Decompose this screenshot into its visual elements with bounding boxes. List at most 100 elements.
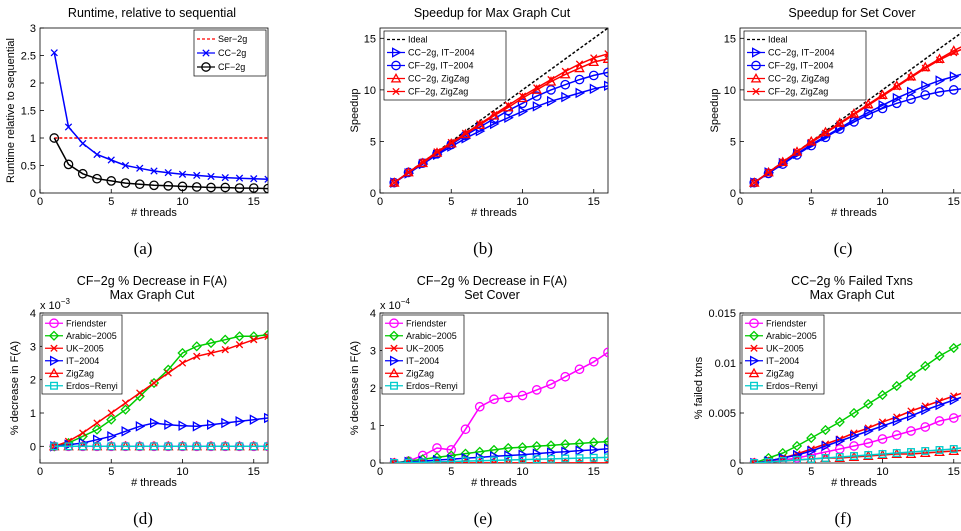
data-point <box>934 350 945 362</box>
y-tick-label: 1 <box>30 408 36 420</box>
x-tick-label: 5 <box>448 466 454 478</box>
data-point <box>248 183 259 193</box>
legend-swatch-marker <box>750 381 758 390</box>
data-point <box>250 175 258 183</box>
legend-label: CF−2g <box>218 62 245 72</box>
y-tick-label: 0.015 <box>708 308 736 320</box>
data-point <box>750 179 758 187</box>
legend: Friendster Arabic−2005 UK−2005 IT−2004 ZigZa… <box>741 314 825 395</box>
legend-swatch-marker <box>748 367 760 378</box>
data-point <box>404 458 413 463</box>
data-point <box>220 334 231 345</box>
series-line <box>393 53 608 184</box>
data-point <box>388 177 400 187</box>
legend-label: CC−2g, ZigZag <box>408 74 469 84</box>
x-tick-label: 10 <box>176 196 188 208</box>
data-point <box>547 75 555 84</box>
data-point <box>390 459 399 463</box>
x-axis-label: # threads <box>831 477 877 489</box>
data-point <box>178 442 187 451</box>
data-point <box>877 103 888 114</box>
data-point <box>574 62 585 73</box>
data-point <box>121 399 130 407</box>
data-point <box>604 457 608 463</box>
data-point <box>836 120 844 128</box>
data-point <box>177 347 188 359</box>
data-point <box>763 166 774 177</box>
data-point <box>561 91 571 103</box>
data-point <box>490 110 498 119</box>
data-point <box>532 455 541 463</box>
data-point <box>849 116 859 127</box>
data-point <box>920 422 931 432</box>
data-point <box>589 444 600 456</box>
plot-area <box>389 347 608 463</box>
series-line <box>753 73 961 184</box>
legend: Ser−2g CC−2g CF−2g <box>193 29 267 77</box>
data-point <box>877 389 888 401</box>
data-point <box>121 161 130 170</box>
data-point <box>504 112 514 124</box>
data-point <box>574 364 585 375</box>
data-point <box>207 442 215 451</box>
data-point <box>107 431 117 442</box>
data-point <box>949 445 958 453</box>
data-point <box>864 425 874 437</box>
data-point <box>892 92 903 104</box>
data-point <box>206 182 216 193</box>
y-exponent-label: x 10−3 <box>40 297 70 312</box>
data-point <box>764 458 773 463</box>
y-exponent-power: −3 <box>61 297 71 306</box>
data-point <box>807 138 815 147</box>
data-point <box>821 454 830 462</box>
chart-subtitle: Max Graph Cut <box>110 288 195 302</box>
data-point <box>93 150 101 159</box>
data-point <box>750 177 760 188</box>
y-tick-label: 15 <box>724 33 736 45</box>
y-tick-label: 0.005 <box>708 408 736 420</box>
data-point <box>431 147 443 157</box>
data-point <box>531 91 542 101</box>
data-point <box>164 168 172 177</box>
legend-label: Arabic−2005 <box>766 331 817 341</box>
data-point <box>135 421 146 432</box>
y-tick-label: 4 <box>30 308 36 320</box>
data-point <box>864 451 873 459</box>
data-point <box>178 170 187 178</box>
data-point <box>504 101 512 110</box>
data-point <box>107 156 115 164</box>
x-tick-label: 15 <box>588 466 600 478</box>
data-point <box>864 101 872 110</box>
data-point <box>863 109 874 120</box>
data-point <box>263 183 268 193</box>
data-point <box>136 164 144 172</box>
legend-label: UK−2005 <box>766 343 804 353</box>
data-point <box>433 457 441 463</box>
data-point <box>235 416 246 427</box>
legend-label: Erdos−Renyi <box>406 381 458 391</box>
panel-caption: (d) <box>133 509 153 528</box>
legend-label: ZigZag <box>766 368 794 378</box>
data-point <box>178 359 187 367</box>
legend-swatch-marker <box>50 381 58 390</box>
x-tick-label: 10 <box>516 196 528 208</box>
data-point <box>205 337 217 349</box>
y-tick-label: 2 <box>30 375 36 387</box>
x-tick-label: 0 <box>37 466 43 478</box>
x-tick-label: 15 <box>948 466 960 478</box>
legend-label: UK−2005 <box>66 343 104 353</box>
series-line <box>393 28 608 184</box>
data-point <box>850 110 858 119</box>
legend-label: CF−2g, ZigZag <box>768 87 828 97</box>
chart-panel-5: 0 5 10 15 0 1 2 3 4 x 10−4 CF−2g % Decrease in F(A… <box>349 274 609 489</box>
y-tick-label: 2 <box>370 383 376 395</box>
data-point <box>249 414 260 425</box>
chart-panel-4: 0 5 10 15 0 1 2 3 4 x 10−3 CF−2g % Decrease in F(A… <box>9 274 269 489</box>
data-point <box>764 167 775 178</box>
legend-label: IT−2004 <box>766 356 799 366</box>
legend-swatch-marker <box>49 355 60 367</box>
data-point <box>221 346 229 354</box>
y-tick-label: 0 <box>730 458 736 470</box>
data-point <box>892 415 903 427</box>
